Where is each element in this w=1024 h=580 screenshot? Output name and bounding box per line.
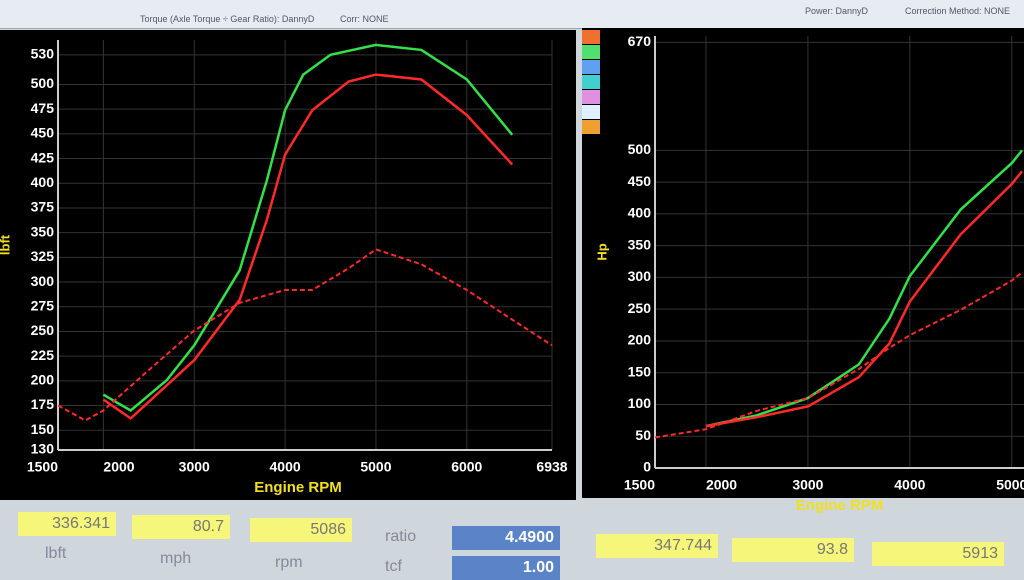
readout-value: 93.8 [732,538,854,562]
x-tick-label: 2000 [103,459,134,475]
readout-label: ratio [385,528,417,545]
series-line [654,271,1023,439]
y-tick-label: 475 [31,100,55,116]
y-tick-label: 130 [31,441,55,457]
y-tick-label: 350 [628,236,652,252]
header-text: Power: DannyD [805,6,869,16]
swatch [582,120,600,134]
readout-value: 5913 [872,542,1004,566]
y-tick-label: 400 [628,205,652,221]
x-tick-label: 1500 [624,477,655,493]
swatch [582,60,600,74]
y-axis-label: lbft [0,234,12,255]
series-line [705,149,1023,428]
x-tick-label: 3000 [179,459,210,475]
series-line [705,170,1023,428]
y-tick-label: 50 [635,427,651,443]
x-axis-label: Engine RPM [254,479,342,496]
header-text: Corr: NONE [340,14,389,24]
readout-value: 5086 [250,518,352,542]
x-tick-label: 6000 [451,459,482,475]
readout-value: 4.4900 [452,526,560,550]
y-tick-label: 325 [31,248,55,264]
y-tick-label: 150 [628,363,652,379]
swatch [582,30,600,44]
y-tick-label: 350 [31,223,55,239]
y-tick-label: 150 [31,421,55,437]
readout-unit: rpm [275,554,303,571]
y-tick-label: 225 [31,347,55,363]
y-tick-label: 250 [628,300,652,316]
y-tick-label: 275 [31,297,55,313]
swatch [582,105,600,119]
left-panel [0,30,576,500]
y-tick-label: 450 [628,173,652,189]
x-tick-label: 1500 [27,459,58,475]
y-axis-label: Hp [594,243,609,260]
readout-value: 1.00 [452,556,560,580]
y-tick-label: 375 [31,199,55,215]
swatch [582,45,600,59]
x-tick-label: 4000 [270,459,301,475]
series-line [102,73,514,420]
x-axis-label: Engine RPM [796,497,884,514]
header-text: Correction Method: NONE [905,6,1011,16]
y-tick-label: 0 [643,459,651,475]
series-line [57,248,553,422]
x-tick-label: 4000 [894,477,925,493]
swatch [582,75,600,89]
readout-unit: lbft [45,545,67,562]
y-tick-label: 670 [628,33,652,49]
y-tick-label: 300 [31,273,55,289]
header-text: Torque (Axle Torque ÷ Gear Ratio): Danny… [140,14,315,24]
y-tick-label: 200 [31,372,55,388]
y-tick-label: 450 [31,125,55,141]
legend-swatches [582,30,600,134]
x-tick-label: 5000 [360,459,391,475]
y-tick-label: 200 [628,332,652,348]
x-tick-label: 2000 [706,477,737,493]
series-line [102,43,514,413]
title-bar: Torque (Axle Torque ÷ Gear Ratio): Danny… [0,0,1024,29]
y-tick-label: 425 [31,149,55,165]
x-tick-label: 5000 [996,477,1024,493]
x-tick-label: 3000 [792,477,823,493]
readout-unit: mph [160,550,192,567]
swatch [582,90,600,104]
x-tick-label: 6938 [536,459,567,475]
y-tick-label: 175 [31,396,55,412]
y-tick-label: 500 [628,141,652,157]
readout-value: 80.7 [132,515,230,539]
readout-label: tcf [385,558,402,575]
y-tick-label: 400 [31,174,55,190]
y-tick-label: 100 [628,395,652,411]
y-tick-label: 530 [31,46,55,62]
y-tick-label: 300 [628,268,652,284]
readout-value: 336.341 [18,512,116,536]
readout-value: 347.744 [596,534,718,558]
y-tick-label: 250 [31,322,55,338]
y-tick-label: 500 [31,75,55,91]
